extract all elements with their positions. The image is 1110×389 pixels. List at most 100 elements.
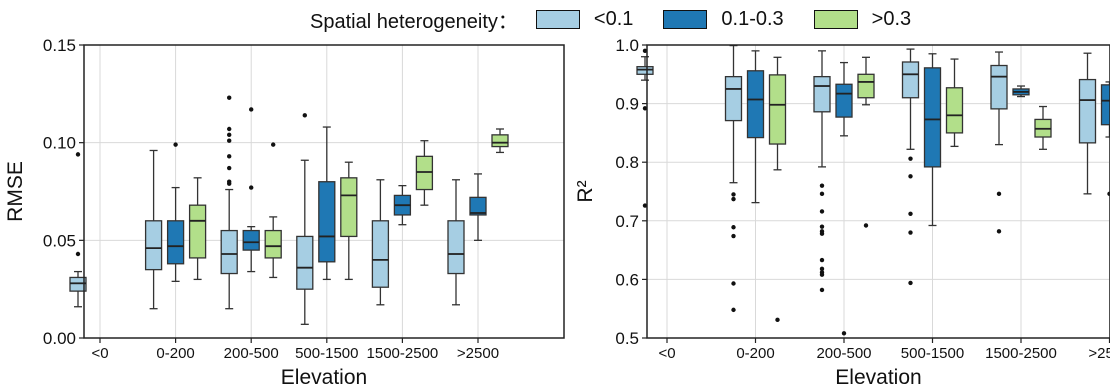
- box-2-2: [746, 50, 765, 204]
- outlier-point: [863, 223, 869, 228]
- outlier-point: [908, 211, 913, 216]
- outlier-point: [731, 225, 736, 230]
- y-axis-title: RMSE: [4, 161, 27, 222]
- box-3-5: [1034, 105, 1052, 150]
- box-3-2: [188, 177, 207, 281]
- outlier-point: [908, 156, 913, 161]
- chart-panel-1: 0.00 0.05 0.10 0.15 <0 0-200 200-500 500-1500 15…: [4, 36, 565, 389]
- legend-label-low: <0.1: [593, 7, 634, 30]
- outlier-point: [642, 106, 648, 111]
- box-body: [296, 235, 314, 290]
- box-3-6: [491, 128, 509, 154]
- box-body: [340, 177, 358, 238]
- box-1-5: [371, 179, 390, 306]
- box-2-6: [1100, 81, 1110, 197]
- box-body: [901, 61, 920, 99]
- y-tick-label: 1.0: [615, 36, 639, 55]
- outlier-point: [75, 251, 81, 257]
- y-tick-label: 0.6: [615, 270, 639, 289]
- legend-swatch-low: [535, 9, 580, 29]
- box-2-6: [469, 173, 487, 241]
- y-tick-label: 0.8: [615, 153, 639, 172]
- y-tick-label: 0.5: [615, 329, 639, 348]
- box-2-5: [393, 184, 412, 226]
- y-axis-title: R²: [574, 180, 597, 202]
- box-body: [264, 229, 282, 259]
- box-body: [166, 220, 185, 265]
- y-tick-label: 0.05: [43, 231, 76, 250]
- box-1-3: [220, 95, 238, 310]
- outlier-point: [227, 179, 232, 184]
- box-body: [371, 220, 390, 288]
- box-body: [188, 204, 207, 259]
- x-tick-label: <0: [658, 345, 675, 362]
- box-body: [813, 75, 831, 113]
- legend-item-high: >0.3: [813, 7, 912, 31]
- outlier-point: [642, 203, 648, 208]
- box-body: [415, 155, 434, 191]
- outlier-point: [227, 95, 232, 100]
- outlier-point: [819, 183, 825, 188]
- box-2-4: [923, 53, 942, 227]
- box-body: [144, 220, 163, 271]
- box-1-1: [636, 48, 654, 208]
- outlier-point: [996, 229, 1002, 234]
- box-body: [724, 75, 743, 122]
- box-body: [923, 67, 942, 168]
- box-3-2: [768, 56, 787, 323]
- outlier-point: [819, 272, 825, 277]
- outlier-point: [908, 174, 913, 179]
- x-tick-label: 200-500: [816, 345, 871, 362]
- x-tick-label: 1500-2500: [985, 345, 1057, 362]
- box-body: [857, 73, 875, 99]
- legend-label-high: >0.3: [871, 7, 912, 30]
- outlier-point: [819, 287, 825, 293]
- box-2-4: [318, 126, 336, 281]
- outlier-point: [731, 233, 736, 239]
- x-axis-title: Elevation: [835, 366, 921, 389]
- outlier-point: [819, 224, 825, 229]
- x-tick-label: 200-500: [224, 345, 279, 362]
- x-tick-label: >2500: [1088, 345, 1110, 362]
- outlier-point: [227, 132, 232, 138]
- outlier-point: [775, 317, 780, 323]
- legend-swatch-high: [813, 9, 858, 29]
- plot-frame: [646, 44, 1110, 339]
- legend-title: Spatial heterogeneity：: [310, 10, 518, 33]
- x-tick-label: >2500: [457, 345, 499, 362]
- y-tick-label: 0.10: [43, 134, 76, 153]
- x-tick-label: 500-1500: [295, 345, 358, 362]
- box-2-3: [835, 61, 853, 336]
- box-1-6: [447, 179, 465, 306]
- box-3-5: [415, 140, 434, 206]
- outlier-point: [227, 126, 232, 132]
- outlier-point: [841, 331, 847, 336]
- outlier-point: [819, 191, 825, 197]
- box-body: [990, 64, 1008, 110]
- box-body: [1078, 78, 1097, 144]
- box-1-6: [1078, 52, 1097, 195]
- box-1-4: [296, 113, 314, 325]
- box-1-3: [813, 50, 831, 293]
- legend-item-low: <0.1: [535, 7, 634, 31]
- box-3-3: [264, 142, 282, 279]
- outlier-point: [249, 185, 254, 190]
- box-2-5: [1012, 85, 1030, 98]
- outlier-point: [227, 154, 232, 159]
- outlier-point: [731, 281, 736, 286]
- outlier-point: [819, 266, 825, 272]
- x-tick-label: <0: [91, 345, 108, 362]
- x-tick-label: 1500-2500: [367, 345, 439, 362]
- box-body: [220, 229, 238, 275]
- box-2-3: [242, 107, 260, 273]
- box-body: [69, 276, 87, 292]
- outlier-point: [271, 142, 276, 147]
- box-2-2: [166, 142, 185, 283]
- box-3-4: [945, 58, 964, 148]
- box-1-2: [144, 149, 163, 310]
- outlier-point: [227, 138, 232, 143]
- y-tick-label: 0.7: [615, 212, 639, 231]
- box-body: [242, 229, 260, 251]
- box-3-4: [340, 161, 358, 281]
